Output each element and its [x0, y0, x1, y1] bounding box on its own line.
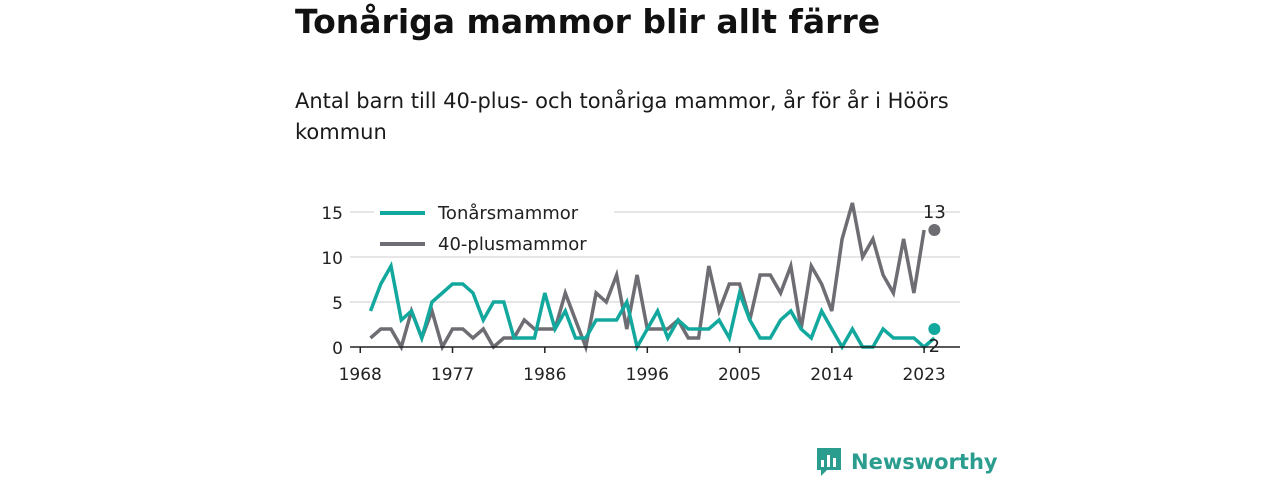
legend-item-40-plusmammor: 40-plusmammor	[438, 234, 587, 255]
end-point-tonarsmammor	[928, 323, 941, 335]
y-tick-label: 0	[332, 339, 343, 359]
brand-name: Newsworthy	[851, 450, 998, 474]
x-tick-label: 2005	[718, 365, 761, 385]
x-tick-label: 1986	[523, 365, 566, 385]
x-tick-label: 2023	[902, 365, 945, 385]
x-tick-label: 1968	[339, 365, 382, 385]
chart-title: Tonåriga mammor blir allt färre	[295, 2, 881, 41]
bar-chart-icon	[817, 448, 841, 476]
x-tick-label: 1977	[431, 365, 474, 385]
y-tick-label: 15	[321, 204, 343, 224]
newsworthy-logo: Newsworthy	[815, 446, 998, 478]
series-line-tonarsmammor	[368, 260, 936, 352]
x-tick-label: 1996	[626, 365, 669, 385]
end-label-tonarsmammor: 2	[929, 336, 940, 357]
legend-background	[374, 203, 614, 225]
end-point-40-plusmammor	[928, 224, 941, 236]
y-tick-label: 10	[321, 249, 343, 269]
y-tick-label: 5	[332, 294, 343, 314]
legend-background	[374, 234, 614, 256]
legend-item-tonarsmammor: Tonårsmammor	[437, 203, 579, 224]
chart-subtitle: Antal barn till 40-plus- och tonåriga ma…	[295, 89, 949, 144]
x-tick-label: 2014	[810, 365, 853, 385]
end-label-40-plusmammor: 13	[923, 202, 946, 223]
